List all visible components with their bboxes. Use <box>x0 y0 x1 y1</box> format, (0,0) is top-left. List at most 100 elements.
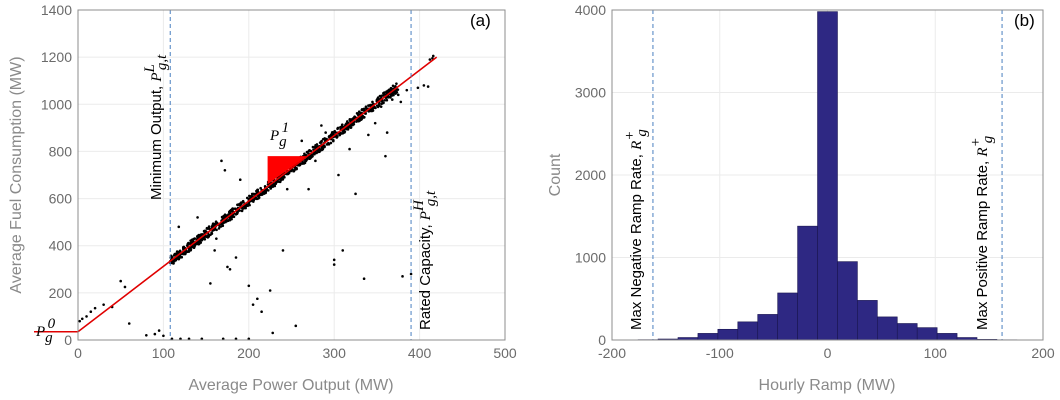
data-point <box>348 147 351 151</box>
x-tick-label: 0 <box>74 345 82 361</box>
data-point <box>263 184 267 188</box>
data-point <box>262 192 266 195</box>
data-point <box>281 249 285 252</box>
slope-triangle <box>267 156 307 185</box>
data-point <box>399 100 403 104</box>
data-point <box>237 209 241 212</box>
data-point <box>242 200 245 204</box>
data-point <box>170 337 174 341</box>
data-point <box>240 209 244 212</box>
data-point <box>188 242 191 245</box>
reference-lines-a <box>169 10 412 340</box>
data-point <box>360 108 364 112</box>
data-point <box>230 217 233 221</box>
p1-annotation: Pg1 <box>269 120 289 150</box>
data-point <box>337 173 340 177</box>
data-point <box>179 337 182 341</box>
data-point <box>185 244 189 247</box>
axes-box-a <box>77 9 506 341</box>
data-point <box>231 209 234 212</box>
data-point <box>354 192 357 196</box>
data-point <box>269 185 273 189</box>
data-point <box>177 256 181 259</box>
data-point <box>215 228 218 232</box>
dense-point-band <box>168 82 400 265</box>
data-point <box>236 203 239 207</box>
data-point <box>93 306 97 310</box>
data-point <box>208 227 211 231</box>
data-point <box>389 87 393 90</box>
histogram-bar <box>697 333 719 341</box>
x-tick-label: 500 <box>493 345 517 361</box>
histogram-bar <box>797 225 818 341</box>
data-point <box>282 175 286 179</box>
data-point <box>341 249 345 252</box>
data-point <box>390 98 394 101</box>
data-point <box>119 279 122 283</box>
histogram-bars <box>617 11 1038 341</box>
data-point <box>345 120 349 123</box>
data-point <box>177 225 181 229</box>
data-point <box>362 277 366 281</box>
y-tick-label: 400 <box>49 238 73 254</box>
data-point <box>428 58 432 61</box>
data-point <box>313 152 316 155</box>
histogram-bar <box>896 323 918 341</box>
data-point <box>246 203 250 206</box>
data-point <box>213 249 216 252</box>
data-point <box>196 216 199 219</box>
data-point <box>320 148 324 151</box>
data-point <box>223 168 227 172</box>
data-point <box>228 209 232 213</box>
data-point <box>352 122 356 126</box>
histogram-bar <box>857 300 878 341</box>
data-point <box>371 109 375 112</box>
x-tick-label: 200 <box>237 345 261 361</box>
data-point <box>228 267 232 271</box>
p0-annotation: Pg0 <box>35 316 56 346</box>
data-point <box>364 106 368 110</box>
data-point <box>376 96 380 99</box>
data-point <box>205 227 209 230</box>
data-point <box>326 141 330 145</box>
data-point <box>387 88 391 92</box>
data-point <box>324 131 327 134</box>
panel-label-a: (a) <box>470 11 491 30</box>
data-point <box>253 193 256 196</box>
data-point <box>180 255 184 259</box>
data-point <box>254 196 258 200</box>
data-point <box>321 137 325 141</box>
data-point <box>316 150 320 154</box>
data-point <box>371 100 374 104</box>
data-point <box>383 99 387 102</box>
data-point <box>183 252 186 256</box>
data-point <box>295 166 298 170</box>
data-point <box>238 178 242 182</box>
y-axis-label-b: Count <box>547 153 564 196</box>
data-point <box>207 234 211 238</box>
data-point <box>123 285 127 289</box>
data-point <box>226 219 230 223</box>
data-point <box>380 102 383 106</box>
data-point <box>389 94 393 97</box>
data-point <box>153 332 157 336</box>
x-tick-label: 100 <box>152 345 176 361</box>
data-point <box>378 94 382 98</box>
data-point <box>271 331 275 335</box>
data-point <box>145 333 148 337</box>
data-point <box>217 227 221 230</box>
y-tick-label: 1000 <box>41 96 72 112</box>
data-point <box>289 169 293 173</box>
data-point <box>351 117 355 121</box>
data-point <box>332 258 336 262</box>
data-point <box>234 213 238 216</box>
data-point <box>234 337 238 341</box>
data-point <box>343 131 346 134</box>
data-point <box>422 84 426 87</box>
data-point <box>187 337 191 341</box>
x-tick-label: 100 <box>924 345 948 361</box>
data-point <box>311 145 315 149</box>
